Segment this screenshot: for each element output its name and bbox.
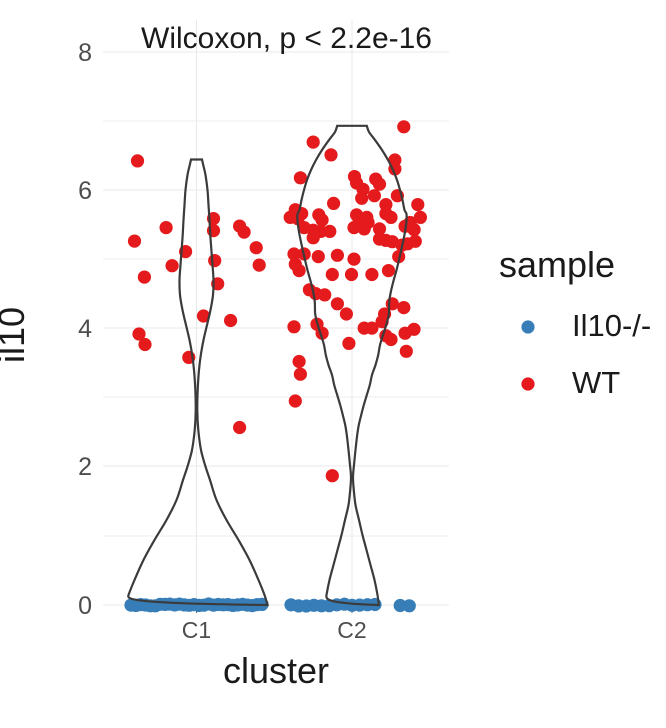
svg-text:4: 4	[78, 315, 92, 343]
svg-text:0: 0	[78, 592, 92, 620]
svg-text:C1: C1	[182, 617, 211, 643]
svg-text:2: 2	[78, 453, 92, 481]
svg-text:il10: il10	[0, 307, 32, 363]
svg-text:sample: sample	[499, 244, 615, 285]
svg-text:Wilcoxon, p < 2.2e-16: Wilcoxon, p < 2.2e-16	[141, 22, 432, 55]
svg-text:6: 6	[78, 177, 92, 205]
svg-text:Il10-/-: Il10-/-	[572, 308, 651, 343]
svg-text:cluster: cluster	[223, 650, 329, 691]
svg-text:WT: WT	[572, 365, 620, 400]
svg-text:C2: C2	[337, 617, 366, 643]
svg-text:8: 8	[78, 39, 92, 67]
